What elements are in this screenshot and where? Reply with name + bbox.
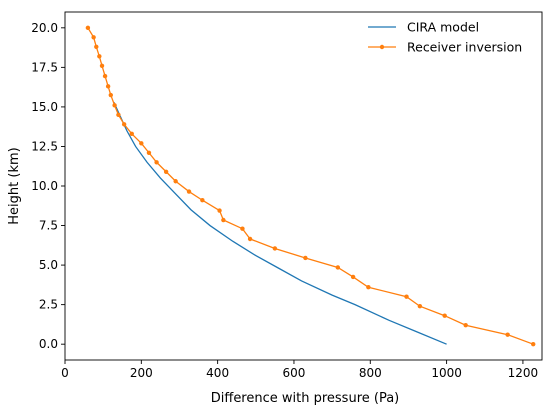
- y-tick-label: 5.0: [39, 258, 58, 272]
- data-point: [247, 236, 253, 242]
- data-point: [303, 255, 308, 261]
- y-tick-label: 15.0: [31, 100, 58, 114]
- x-tick-label: 0: [61, 366, 69, 380]
- x-axis-label: Difference with pressure (Pa): [211, 391, 400, 406]
- data-point: [146, 150, 152, 155]
- data-point: [531, 341, 536, 347]
- data-point: [505, 332, 510, 337]
- x-tick-label: 400: [206, 366, 229, 380]
- data-point: [102, 73, 108, 79]
- data-point: [91, 35, 96, 40]
- y-axis-label: Height (km): [7, 147, 22, 224]
- data-point: [463, 323, 468, 328]
- data-point: [221, 217, 226, 223]
- data-point: [240, 226, 245, 231]
- data-point: [200, 198, 205, 203]
- y-tick-label: 7.5: [39, 219, 58, 233]
- data-point: [173, 179, 178, 184]
- data-point: [116, 112, 121, 118]
- data-point: [154, 160, 159, 165]
- series-line-1: [87, 27, 534, 345]
- legend-swatch-marker: [379, 44, 385, 50]
- legend: CIRA model Receiver inversion: [368, 20, 522, 55]
- axes: 0 200 400 600 800 1000 1200 0.0 2.5 5.0 7.5 10.0 12.…: [31, 11, 543, 380]
- y-tick-label: 10.0: [31, 179, 58, 193]
- y-tick-label: 17.5: [31, 60, 58, 74]
- legend-label: Receiver inversion: [407, 40, 522, 55]
- data-point: [112, 103, 117, 108]
- x-tick-label: 200: [130, 366, 153, 380]
- data-point: [94, 44, 99, 49]
- data-point: [350, 274, 356, 280]
- data-point: [97, 54, 102, 59]
- x-tick-label: 1200: [508, 366, 539, 380]
- data-point: [121, 122, 127, 127]
- y-tick-label: 2.5: [39, 298, 58, 312]
- data-point: [217, 208, 222, 213]
- data-point: [186, 189, 192, 194]
- y-tick-label: 12.5: [31, 139, 58, 153]
- plot-area: [85, 25, 536, 347]
- y-tick-label: 0.0: [39, 337, 58, 351]
- data-point: [163, 169, 169, 174]
- data-point: [108, 92, 113, 98]
- axes-frame: [64, 11, 543, 361]
- data-point: [442, 313, 447, 318]
- y-tick-label: 20.0: [31, 21, 58, 35]
- data-point: [335, 265, 341, 270]
- x-tick-label: 1000: [431, 366, 462, 380]
- data-point: [139, 141, 144, 146]
- data-point: [105, 84, 111, 89]
- data-point: [272, 246, 278, 251]
- legend-label: CIRA model: [407, 20, 479, 35]
- x-tick-label: 600: [283, 366, 306, 380]
- data-point: [417, 304, 423, 309]
- data-point: [129, 131, 134, 136]
- data-point: [404, 294, 409, 299]
- data-point: [366, 285, 371, 290]
- series-line-0: [113, 101, 447, 345]
- x-tick-label: 800: [359, 366, 382, 380]
- data-point: [99, 63, 105, 68]
- data-point: [85, 25, 91, 31]
